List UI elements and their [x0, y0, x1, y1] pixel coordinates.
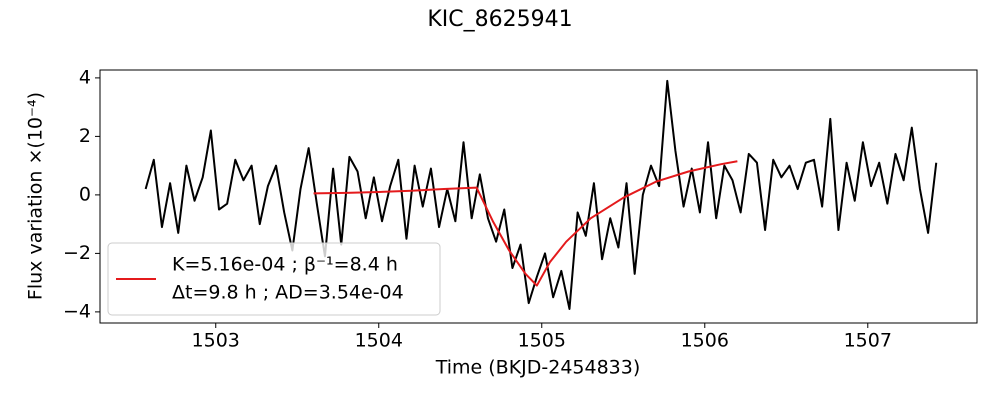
y-tick-label: 0 — [79, 183, 91, 205]
legend-label: Δt=9.8 h ; AD=3.54e-04 — [172, 282, 404, 304]
y-tick-label: 4 — [79, 66, 91, 88]
y-tick-label: 2 — [79, 125, 91, 147]
x-tick-label: 1507 — [844, 330, 892, 352]
y-axis-label: Flux variation ×(10⁻⁴) — [25, 92, 47, 300]
legend-box — [107, 242, 441, 316]
x-tick-label: 1503 — [192, 330, 240, 352]
chart-title: KIC_8625941 — [427, 7, 572, 32]
data-line — [313, 160, 738, 287]
x-axis-label: Time (BKJD-2454833) — [435, 357, 641, 379]
legend-label: K=5.16e-04 ; β⁻¹=8.4 h — [172, 254, 398, 276]
y-tick-label: −4 — [63, 300, 91, 322]
x-tick-label: 1504 — [355, 330, 403, 352]
x-tick-label: 1505 — [518, 330, 566, 352]
y-tick-label: −2 — [63, 242, 91, 264]
x-tick-label: 1506 — [681, 330, 729, 352]
data-line — [144, 79, 938, 310]
plot-frame — [99, 69, 978, 324]
